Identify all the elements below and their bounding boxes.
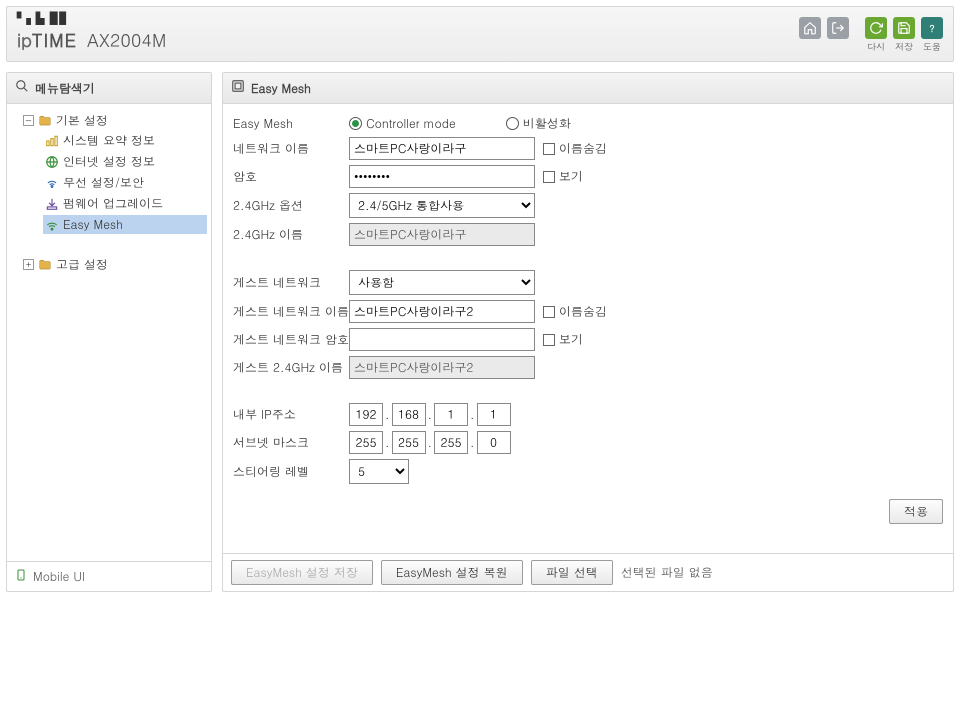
radio-checked-icon: [349, 117, 362, 130]
reload-icon: [865, 17, 887, 39]
ip-octet-2[interactable]: [392, 403, 426, 426]
network-name-input[interactable]: [349, 137, 535, 160]
guest-name-label: 게스트 네트워크 이름: [233, 303, 349, 320]
help-label: 도움: [923, 40, 941, 53]
collapse-icon[interactable]: −: [23, 115, 34, 126]
easymesh-save-button: EasyMesh 설정 저장: [231, 560, 373, 585]
ip-label: 내부 IP주소: [233, 406, 349, 423]
sidebar-item-label: 펌웨어 업그레이드: [63, 195, 163, 212]
sidebar-item-label: 시스템 요약 정보: [63, 132, 155, 149]
item-icon: [45, 197, 59, 211]
logout-icon[interactable]: [827, 17, 849, 39]
checkbox-icon: [543, 306, 555, 318]
name24-input: [349, 223, 535, 246]
file-select-button[interactable]: 파일 선택: [531, 560, 613, 585]
opt24-select[interactable]: 2.4/5GHz 통합사용: [349, 193, 535, 218]
guest-pw-input[interactable]: [349, 328, 535, 351]
save-icon: [893, 17, 915, 39]
tree-basic-label: 기본 설정: [56, 112, 108, 129]
controller-mode-radio[interactable]: Controller mode: [349, 115, 456, 132]
content-panel: Easy Mesh Easy Mesh Controller mode 비활성화: [222, 72, 954, 592]
ip-octet-1[interactable]: [349, 403, 383, 426]
mask-label: 서브넷 마스크: [233, 434, 349, 451]
item-icon: [45, 155, 59, 169]
guest-24-label: 게스트 2.4GHz 이름: [233, 359, 349, 376]
help-button[interactable]: ? 도움: [921, 17, 943, 53]
mask-octet-3[interactable]: [434, 431, 468, 454]
sidebar-item[interactable]: 펌웨어 업그레이드: [43, 194, 207, 213]
guest-pw-label: 게스트 네트워크 암호: [233, 331, 349, 348]
sidebar-footer[interactable]: Mobile UI: [7, 561, 211, 591]
guest-select[interactable]: 사용함: [349, 270, 535, 295]
item-icon: [45, 218, 59, 232]
name24-label: 2.4GHz 이름: [233, 226, 349, 243]
panel-icon: [231, 79, 245, 97]
tree-advanced-label: 고급 설정: [56, 256, 108, 273]
password-input[interactable]: [349, 165, 535, 188]
sidebar-item-label: 인터넷 설정 정보: [63, 153, 155, 170]
guest-show-checkbox[interactable]: 보기: [543, 331, 583, 348]
content-title: Easy Mesh: [251, 80, 311, 97]
tree-basic[interactable]: − 기본 설정: [21, 111, 207, 130]
item-icon: [45, 176, 59, 190]
easymesh-mode-label: Easy Mesh: [233, 115, 349, 132]
item-icon: [45, 134, 59, 148]
sidebar-item-label: Easy Mesh: [63, 216, 123, 233]
easymesh-restore-button[interactable]: EasyMesh 설정 복원: [381, 560, 523, 585]
save-label: 저장: [895, 40, 913, 53]
steering-select[interactable]: 5: [349, 459, 409, 484]
mask-octet-1[interactable]: [349, 431, 383, 454]
expand-icon[interactable]: +: [23, 259, 34, 270]
brand-main: TIME: [32, 28, 77, 53]
sidebar-item-label: 무선 설정/보안: [63, 174, 144, 191]
folder-icon: [38, 258, 52, 272]
sidebar: 메뉴탐색기 − 기본 설정 시스템 요약 정보인터넷 설정 정보무선 설정/보안…: [6, 72, 212, 592]
help-icon: ?: [921, 17, 943, 39]
sidebar-item[interactable]: Easy Mesh: [43, 215, 207, 234]
checkbox-icon: [543, 334, 555, 346]
folder-icon: [38, 114, 52, 128]
ip-octet-4[interactable]: [477, 403, 511, 426]
show-password-checkbox[interactable]: 보기: [543, 168, 583, 185]
tree-advanced[interactable]: + 고급 설정: [21, 255, 207, 274]
hide-name-checkbox[interactable]: 이름숨김: [543, 140, 607, 157]
mobile-icon: [15, 568, 27, 585]
sidebar-item[interactable]: 시스템 요약 정보: [43, 131, 207, 150]
mask-octet-2[interactable]: [392, 431, 426, 454]
brand-model: AX2004M: [87, 28, 166, 53]
network-name-label: 네트워크 이름: [233, 140, 349, 157]
brand-prefix: ip: [17, 28, 32, 53]
reload-button[interactable]: 다시: [865, 17, 887, 53]
sidebar-item[interactable]: 무선 설정/보안: [43, 173, 207, 192]
guest-hide-checkbox[interactable]: 이름숨김: [543, 303, 607, 320]
home-icon[interactable]: [799, 17, 821, 39]
guest-24-input: [349, 356, 535, 379]
steering-label: 스티어링 레벨: [233, 463, 349, 480]
sidebar-title: 메뉴탐색기: [7, 73, 211, 104]
search-icon: [15, 79, 29, 97]
sidebar-item[interactable]: 인터넷 설정 정보: [43, 152, 207, 171]
password-label: 암호: [233, 168, 349, 185]
ip-octet-3[interactable]: [434, 403, 468, 426]
guest-name-input[interactable]: [349, 300, 535, 323]
apply-button[interactable]: 적용: [889, 499, 943, 524]
file-status-text: 선택된 파일 없음: [621, 564, 713, 581]
guest-label: 게스트 네트워크: [233, 274, 349, 291]
top-bar: ▘▖▙ ▉▊ ipTIME AX2004M 다시: [6, 6, 954, 62]
reload-label: 다시: [867, 40, 885, 53]
checkbox-icon: [543, 143, 555, 155]
radio-unchecked-icon: [506, 117, 519, 130]
disable-radio[interactable]: 비활성화: [506, 115, 571, 132]
opt24-label: 2.4GHz 옵션: [233, 197, 349, 214]
save-button[interactable]: 저장: [893, 17, 915, 53]
checkbox-icon: [543, 171, 555, 183]
mask-octet-4[interactable]: [477, 431, 511, 454]
mobile-ui-label: Mobile UI: [33, 568, 85, 585]
